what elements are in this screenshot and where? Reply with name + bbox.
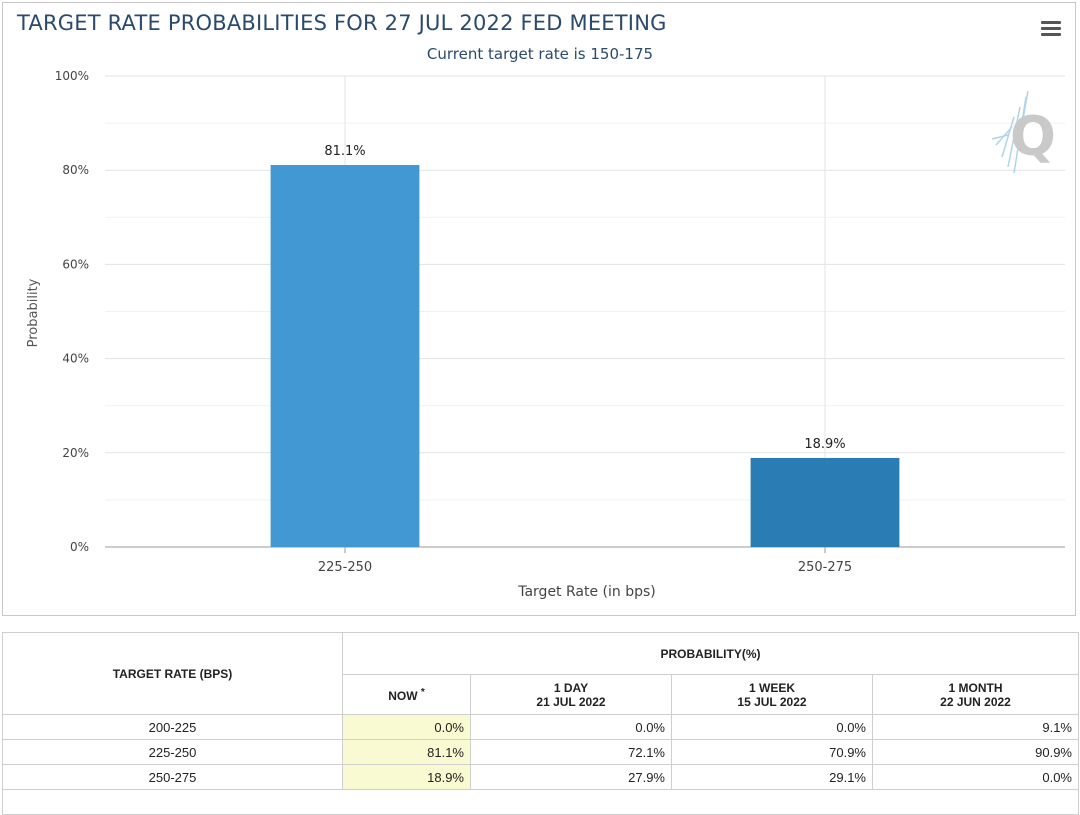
now-header: NOW * <box>342 674 471 715</box>
table-footnote-row <box>2 789 1079 815</box>
chart-title: TARGET RATE PROBABILITIES FOR 27 JUL 202… <box>17 11 667 35</box>
cell-rate: 250-275 <box>2 764 343 790</box>
probability-table: TARGET RATE (BPS) PROBABILITY(%) NOW * 1… <box>2 632 1079 815</box>
data-label: 18.9% <box>804 437 845 452</box>
table-row: 225-250 81.1% 72.1% 70.9% 90.9% <box>2 739 1079 765</box>
one-week-header: 1 WEEK 15 JUL 2022 <box>671 674 873 715</box>
y-tick-label: 100% <box>55 69 89 83</box>
cell-month: 90.9% <box>872 739 1079 765</box>
y-tick-label: 40% <box>62 352 89 366</box>
y-axis-ticks: 0% 20% 40% 60% 80% 100% <box>55 69 89 554</box>
probability-header: PROBABILITY(%) <box>342 632 1079 675</box>
cell-day: 0.0% <box>470 714 672 740</box>
y-axis-label: Probability <box>26 278 41 347</box>
cell-now: 81.1% <box>342 739 471 765</box>
x-axis-ticks: 225-250 250-275 <box>318 547 852 575</box>
bars: 81.1% 18.9% <box>270 144 900 548</box>
table-row: 250-275 18.9% 27.9% 29.1% 0.0% <box>2 764 1079 790</box>
cell-rate: 200-225 <box>2 714 343 740</box>
cell-month: 0.0% <box>872 764 1079 790</box>
x-tick-label: 250-275 <box>798 560 852 575</box>
x-axis-label: Target Rate (in bps) <box>517 584 656 600</box>
cell-rate: 225-250 <box>2 739 343 765</box>
one-month-header: 1 MONTH 22 JUN 2022 <box>872 674 1079 715</box>
y-tick-label: 80% <box>62 163 89 177</box>
cell-week: 29.1% <box>671 764 873 790</box>
bar[interactable] <box>750 457 900 547</box>
bar-chart: 0% 20% 40% 60% 80% 100% 81.1% 18.9% 225-250 250… <box>26 69 1065 600</box>
y-tick-label: 20% <box>62 446 89 460</box>
q-logo: Q <box>991 90 1056 174</box>
data-label: 81.1% <box>324 144 365 159</box>
cell-day: 27.9% <box>470 764 672 790</box>
one-day-header: 1 DAY 21 JUL 2022 <box>470 674 672 715</box>
probability-table-wrap: TARGET RATE (BPS) PROBABILITY(%) NOW * 1… <box>2 632 1079 815</box>
y-tick-label: 0% <box>70 540 89 554</box>
chart-subtitle: Current target rate is 150-175 <box>426 45 654 63</box>
target-rate-header: TARGET RATE (BPS) <box>2 632 343 715</box>
chart-panel: TARGET RATE PROBABILITIES FOR 27 JUL 202… <box>2 2 1076 616</box>
cell-day: 72.1% <box>470 739 672 765</box>
grid-lines <box>105 75 1065 548</box>
cell-month: 9.1% <box>872 714 1079 740</box>
bar[interactable] <box>270 165 420 548</box>
svg-text:Q: Q <box>1010 105 1056 168</box>
cell-week: 0.0% <box>671 714 873 740</box>
y-tick-label: 60% <box>62 257 89 271</box>
cell-now: 18.9% <box>342 764 471 790</box>
x-tick-label: 225-250 <box>318 560 372 575</box>
cell-now: 0.0% <box>342 714 471 740</box>
table-row: 200-225 0.0% 0.0% 0.0% 9.1% <box>2 714 1079 740</box>
cell-week: 70.9% <box>671 739 873 765</box>
hamburger-menu-icon[interactable] <box>1041 21 1061 37</box>
